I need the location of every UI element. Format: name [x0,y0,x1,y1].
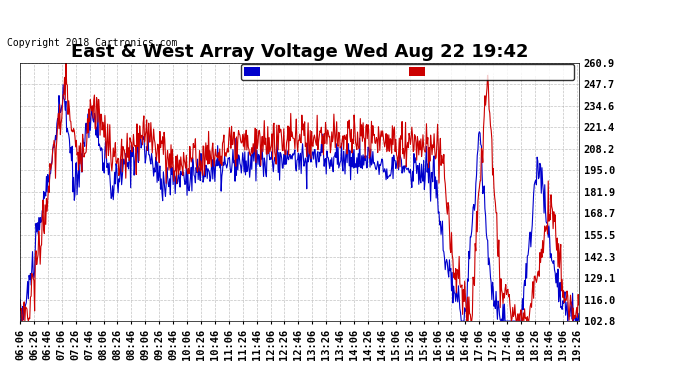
Title: East & West Array Voltage Wed Aug 22 19:42: East & West Array Voltage Wed Aug 22 19:… [70,43,528,61]
Legend: East Array  (DC Volts), West Array  (DC Volts): East Array (DC Volts), West Array (DC Vo… [241,64,573,81]
Text: Copyright 2018 Cartronics.com: Copyright 2018 Cartronics.com [7,38,177,48]
